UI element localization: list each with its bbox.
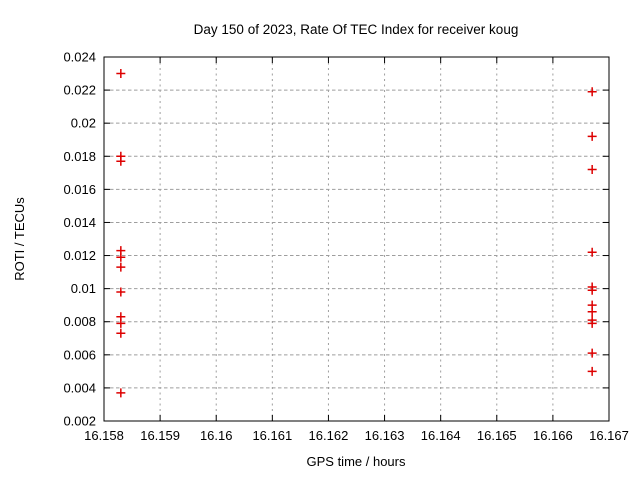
data-point — [116, 262, 126, 272]
x-tick-label: 16.167 — [589, 428, 629, 443]
axis-tick-labels: 16.158 16.159 16.16 16.161 16.162 16.163 16.16… — [63, 50, 628, 444]
y-tick-label: 0.016 — [63, 182, 96, 197]
data-point — [116, 318, 126, 328]
data-point — [587, 87, 597, 97]
data-point — [587, 131, 597, 141]
data-point — [587, 165, 597, 175]
data-point — [587, 247, 597, 257]
data-points — [116, 69, 597, 398]
data-point — [116, 252, 126, 262]
x-tick-label: 16.161 — [252, 428, 292, 443]
x-tick-label: 16.16 — [200, 428, 233, 443]
x-tick-label: 16.164 — [421, 428, 461, 443]
x-tick-label: 16.158 — [84, 428, 124, 443]
x-tick-label: 16.163 — [365, 428, 405, 443]
data-point — [587, 318, 597, 328]
data-point — [587, 366, 597, 376]
y-tick-label: 0.024 — [63, 50, 96, 65]
x-tick-label: 16.162 — [309, 428, 349, 443]
data-point — [116, 388, 126, 398]
data-point — [116, 69, 126, 79]
y-tick-label: 0.02 — [71, 116, 96, 131]
grid — [104, 57, 609, 421]
data-point — [116, 328, 126, 338]
x-tick-label: 16.166 — [533, 428, 573, 443]
y-axis-label: ROTI / TECUs — [12, 197, 27, 281]
y-tick-label: 0.01 — [71, 281, 96, 296]
y-tick-label: 0.002 — [63, 414, 96, 429]
plot-border — [103, 56, 610, 422]
x-tick-label: 16.159 — [140, 428, 180, 443]
x-tick-label: 16.165 — [477, 428, 517, 443]
axis-ticks — [103, 56, 610, 422]
data-point — [587, 348, 597, 358]
y-tick-label: 0.008 — [63, 314, 96, 329]
y-tick-label: 0.006 — [63, 347, 96, 362]
data-point — [116, 156, 126, 166]
data-point — [587, 285, 597, 295]
y-tick-label: 0.014 — [63, 215, 96, 230]
y-tick-label: 0.004 — [63, 380, 96, 395]
x-axis-label: GPS time / hours — [307, 454, 406, 469]
data-point — [116, 287, 126, 297]
chart-title: Day 150 of 2023, Rate Of TEC Index for r… — [194, 22, 519, 37]
data-point — [587, 307, 597, 317]
y-tick-label: 0.022 — [63, 83, 96, 98]
y-tick-label: 0.018 — [63, 149, 96, 164]
y-tick-label: 0.012 — [63, 248, 96, 263]
